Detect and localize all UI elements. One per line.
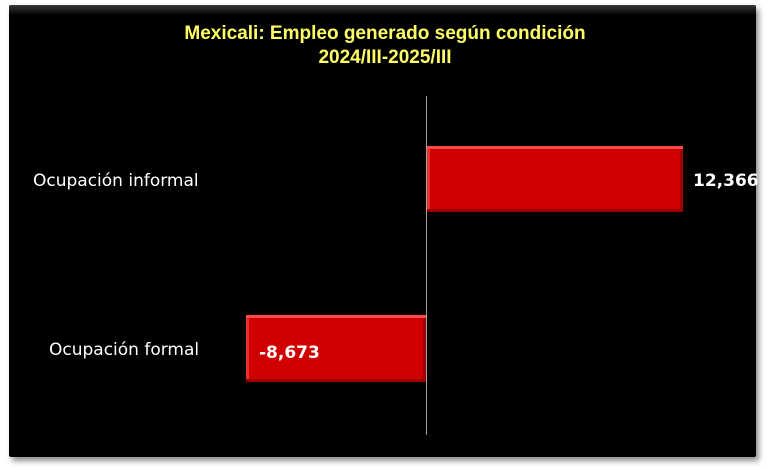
bar-formal xyxy=(246,315,426,382)
category-label-informal: Ocupación informal xyxy=(33,171,199,191)
chart-title: Mexicali: Empleo generado según condició… xyxy=(0,22,770,70)
value-label-informal: 12,366 xyxy=(693,171,759,191)
category-label-formal: Ocupación formal xyxy=(49,340,200,360)
zero-axis-line xyxy=(426,96,427,435)
chart-title-line2: 2024/III-2025/III xyxy=(318,47,452,68)
value-label-formal: -8,673 xyxy=(259,343,320,363)
bar-informal xyxy=(427,146,683,212)
chart-title-line1: Mexicali: Empleo generado según condició… xyxy=(184,23,586,44)
chart-frame xyxy=(9,5,756,457)
